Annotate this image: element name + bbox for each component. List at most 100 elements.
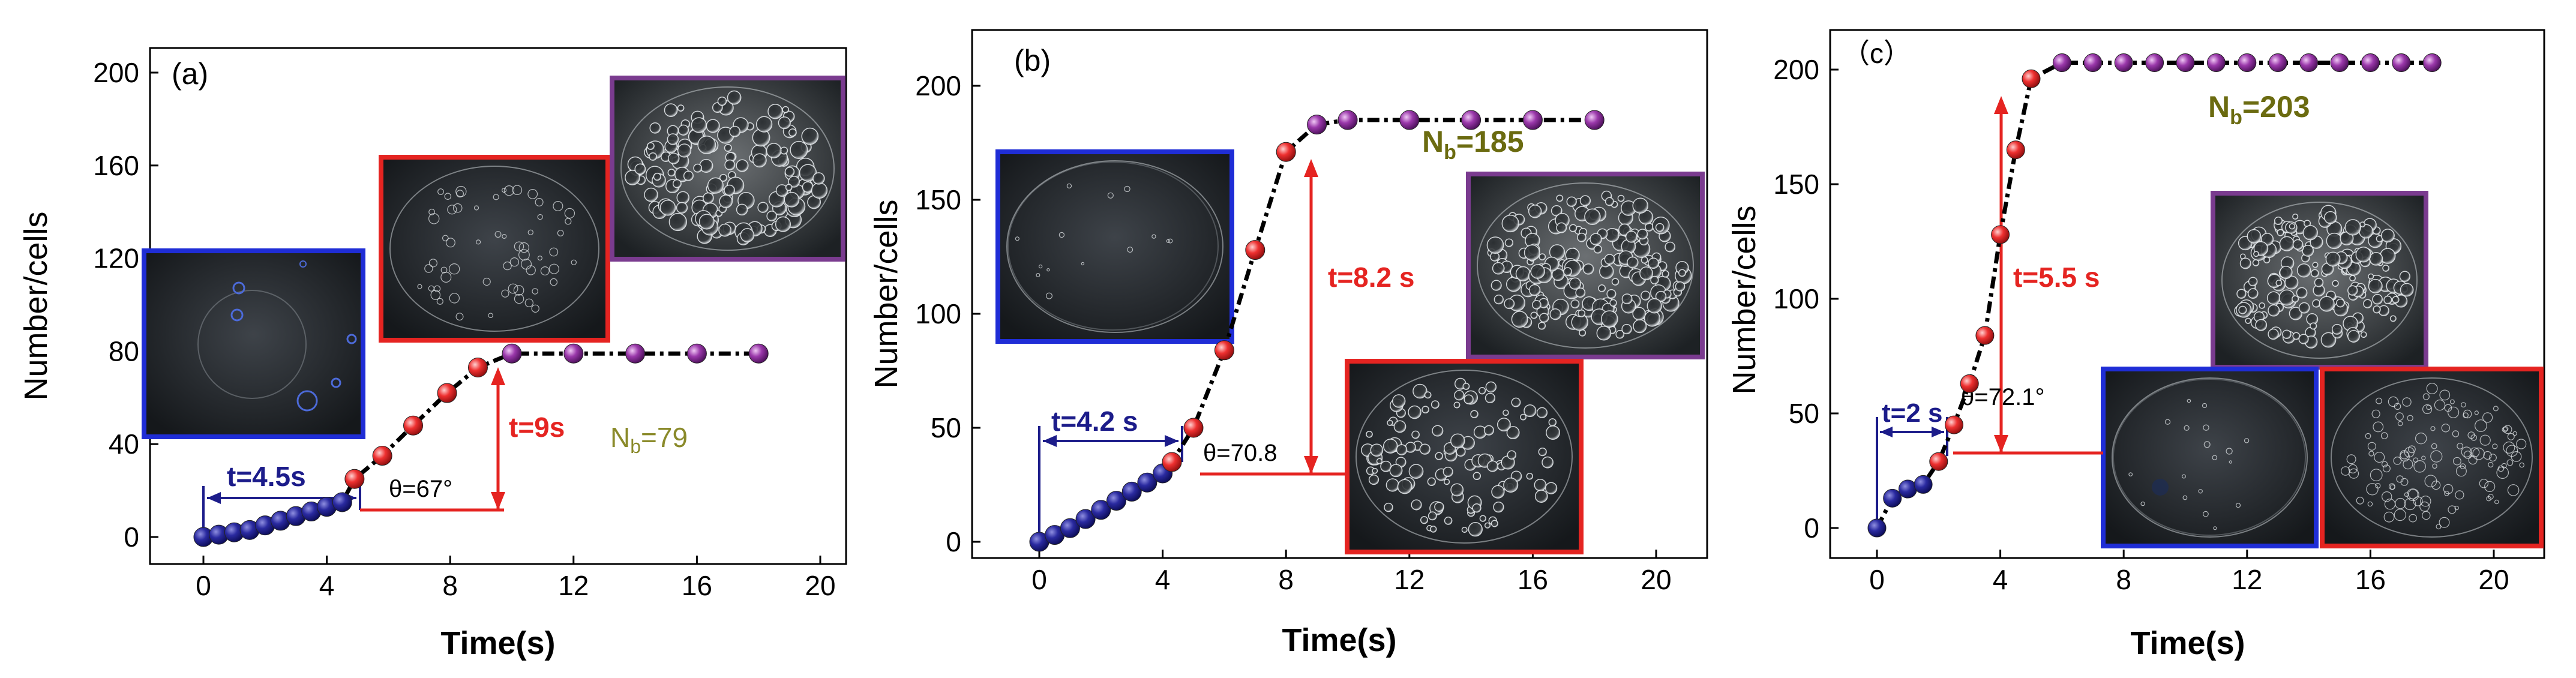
- inset-photo-blue: [142, 248, 365, 439]
- data-point-red: [344, 469, 365, 489]
- annotation-red-time: t=9s: [360, 367, 565, 512]
- data-point-purple: [2145, 53, 2164, 73]
- y-tick-label: 50: [931, 412, 961, 443]
- x-tick-label: 0: [1869, 564, 1885, 595]
- annotation-blue-time: t=4.2 s: [1038, 406, 1183, 542]
- data-point-blue: [1106, 491, 1126, 511]
- data-markers: [1867, 53, 2442, 538]
- data-point-purple: [1584, 110, 1605, 130]
- x-tick-label: 4: [1155, 564, 1171, 595]
- data-point-purple: [1338, 110, 1358, 130]
- svg-text:Nb=203: Nb=203: [2208, 90, 2310, 129]
- data-markers: [193, 343, 769, 547]
- plot-frame: [1829, 29, 2545, 559]
- x-tick-label: 16: [682, 570, 712, 601]
- y-axis-ticks: 0 40 80 120 160 200: [93, 57, 158, 553]
- data-point-blue: [1121, 481, 1142, 502]
- x-tick-label: 12: [558, 570, 589, 601]
- data-point-purple: [2114, 53, 2133, 73]
- data-point-purple: [2299, 53, 2319, 73]
- data-point-blue: [1091, 500, 1111, 520]
- data-point-red: [372, 446, 392, 466]
- y-tick-label: 50: [1789, 398, 1819, 429]
- t-blue-label: t=2 s: [1882, 398, 1943, 428]
- data-point-purple: [2176, 53, 2195, 73]
- series-line: [203, 351, 759, 539]
- x-tick-label: 8: [442, 570, 458, 601]
- x-axis-ticks: 0 4 8 12 16 20: [1031, 550, 1672, 595]
- nb-label: Nb=79: [610, 422, 688, 457]
- data-point-purple: [2206, 53, 2226, 73]
- data-point-purple: [1307, 115, 1327, 135]
- data-point-purple: [563, 343, 584, 364]
- data-point-red: [1945, 415, 1963, 434]
- data-point-red: [1960, 374, 1979, 393]
- y-tick-label: 150: [915, 184, 961, 215]
- x-tick-label: 16: [1518, 564, 1548, 595]
- y-tick-label: 200: [93, 57, 139, 88]
- x-tick-label: 12: [1394, 564, 1425, 595]
- data-point-blue: [1914, 475, 1933, 494]
- theta-label: θ=67°: [389, 476, 452, 502]
- data-point-purple: [2422, 53, 2442, 73]
- x-tick-label: 8: [1278, 564, 1294, 595]
- t-blue-label: t=4.5s: [227, 461, 306, 492]
- data-point-blue: [1883, 488, 1902, 508]
- y-tick-label: 150: [1773, 169, 1819, 200]
- x-axis-ticks: 0 4 8 12 16 20: [196, 556, 836, 601]
- data-point-blue: [1867, 518, 1887, 538]
- theta-label: θ=70.8: [1203, 440, 1277, 466]
- data-point-purple: [502, 343, 522, 364]
- y-tick-label: 80: [109, 335, 139, 367]
- data-point-purple: [2083, 53, 2103, 73]
- nb-label: Nb=203: [2208, 90, 2310, 129]
- inset-photo-red: [379, 155, 610, 343]
- data-point-red: [2006, 140, 2025, 160]
- data-point-red: [437, 383, 457, 403]
- panel-b: 0 50 100 150 200 0 4 8 12 16 20 Number/cells Time…: [868, 29, 1708, 658]
- plot-frame: [971, 29, 1708, 559]
- panel-label: (b): [1014, 44, 1051, 77]
- y-axis-label: Number/cells: [868, 199, 904, 388]
- y-axis-label: Number/cells: [1726, 205, 1762, 394]
- data-point-blue: [1060, 518, 1080, 538]
- y-tick-label: 100: [915, 298, 961, 329]
- y-tick-label: 0: [1804, 512, 1819, 544]
- series-lines: [1875, 61, 2433, 529]
- t-red-label: t=9s: [509, 412, 565, 443]
- inset-photo-purple: [1466, 172, 1705, 359]
- inset-photo-blue: [995, 149, 1234, 344]
- x-tick-label: 20: [805, 570, 835, 601]
- data-point-purple: [2238, 53, 2257, 73]
- x-axis-label: Time(s): [2130, 625, 2245, 661]
- series-line: [1875, 61, 2433, 529]
- data-point-red: [1162, 452, 1182, 472]
- x-axis-label: Time(s): [1282, 622, 1396, 658]
- y-tick-label: 200: [915, 70, 961, 101]
- data-point-purple: [2330, 53, 2349, 73]
- y-tick-label: 0: [124, 521, 139, 553]
- data-point-blue: [332, 492, 352, 512]
- y-tick-label: 40: [109, 428, 139, 460]
- x-axis-label: Time(s): [440, 625, 555, 661]
- data-point-red: [403, 415, 424, 436]
- inset-photo-red: [2320, 367, 2544, 548]
- panel-a: 0 40 80 120 160 200 0 4 8 12 16 20 Number/cells Ti…: [18, 47, 847, 661]
- y-tick-label: 0: [946, 526, 961, 557]
- t-red-label: t=5.5 s: [2013, 262, 2100, 293]
- data-point-red: [1975, 326, 1995, 345]
- data-point-purple: [748, 343, 769, 364]
- data-point-blue: [1137, 472, 1157, 493]
- data-point-purple: [2361, 53, 2380, 73]
- y-axis-ticks: 0 50 100 150 200: [1773, 54, 1839, 544]
- data-point-purple: [1399, 110, 1420, 130]
- data-point-purple: [2052, 53, 2071, 73]
- data-point-red: [1183, 418, 1204, 438]
- nb-label: Nb=185: [1422, 125, 1524, 164]
- data-point-purple: [625, 343, 646, 364]
- x-tick-label: 0: [1031, 564, 1047, 595]
- inset-photo-blue: [2101, 367, 2319, 548]
- y-axis-label: Number/cells: [18, 211, 54, 400]
- y-tick-label: 200: [1773, 54, 1819, 85]
